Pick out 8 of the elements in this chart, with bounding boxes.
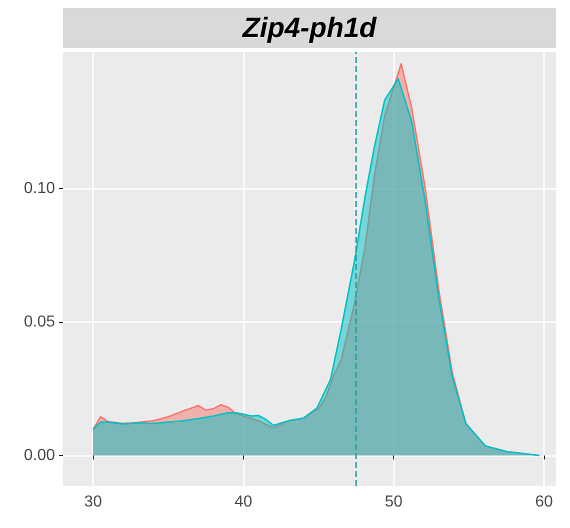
x-tick-label: 30	[84, 494, 102, 510]
y-tick-label: 0.05	[24, 313, 56, 330]
x-tick-label: 40	[234, 494, 252, 510]
x-tick-label: 60	[535, 494, 553, 510]
chart-title: Zip4-ph1d	[63, 8, 556, 48]
x-tick-label: 50	[384, 494, 403, 510]
y-tick-label: 0.10	[24, 180, 56, 197]
y-tick-label: 0.00	[24, 447, 56, 464]
